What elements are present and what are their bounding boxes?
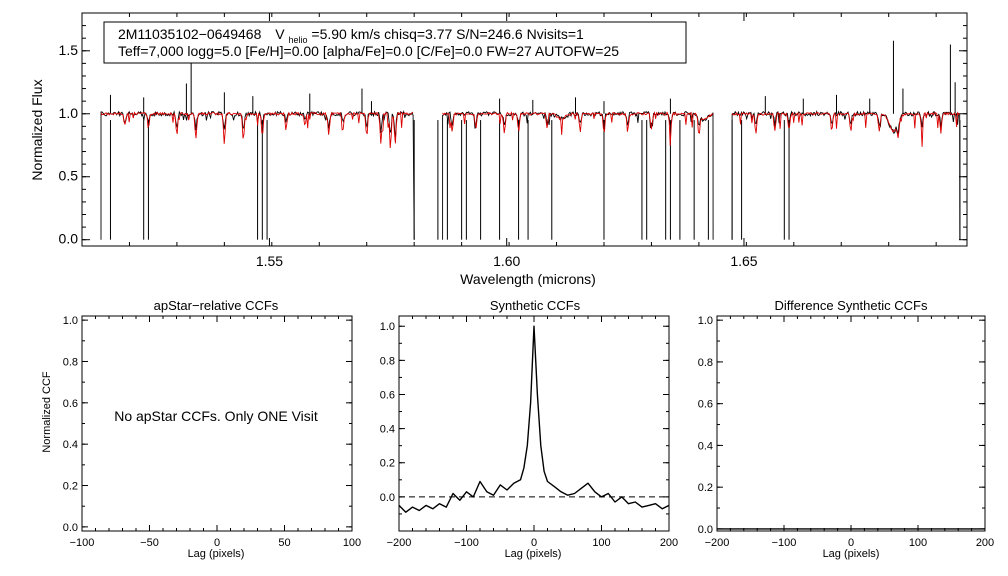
y-tick-label: 1.0: [698, 315, 713, 327]
x-tick-label: 100: [343, 537, 361, 549]
y-tick-label: 0.2: [698, 482, 713, 494]
y-tick-label: 0.6: [380, 389, 395, 401]
synthetic-ccf-xlabel: Lag (pixels): [505, 548, 562, 560]
apstar-ccf-title: apStar−relative CCFs: [154, 298, 279, 313]
y-tick-label: 0.0: [380, 492, 395, 504]
spectrum-ylabel: Normalized Flux: [29, 79, 45, 180]
x-tick-label: −200: [705, 537, 730, 549]
y-tick-label: 0.5: [59, 168, 79, 184]
x-tick-label: 1.60: [493, 253, 520, 269]
y-tick-label: 1.0: [59, 105, 79, 121]
spectrum-panel: 1.55 1.60 1.65 0.0 0.5 1.0 1.5 2M11035102−0649…: [29, 12, 968, 287]
x-tick-label: −100: [70, 537, 95, 549]
model-spectrum: [100, 110, 960, 149]
y-tick-label: 0.4: [380, 424, 395, 436]
y-tick-label: 0.8: [698, 357, 713, 369]
apstar-ccf-frame: [81, 315, 353, 532]
model-spectrum-segment: [731, 111, 960, 147]
difference-ccf-ticks: −200 −100 0 100 200 0.0 0.2 0.4 0.6 0.8 1.0: [698, 315, 994, 549]
synthetic-ccf-frame: [398, 315, 670, 532]
x-tick-label: 0: [531, 537, 537, 549]
x-tick-label: 1.65: [730, 253, 757, 269]
y-tick-label: 0.2: [380, 458, 395, 470]
x-tick-label: 200: [976, 537, 994, 549]
x-tick-label: 50: [278, 537, 290, 549]
x-tick-label: −200: [387, 537, 412, 549]
info-box: [103, 21, 687, 64]
synthetic-ccf-panel: Synthetic CCFs −200 −100 0 100 200 0.0 0.2 0.4 0…: [380, 298, 678, 560]
y-tick-label: 0.6: [698, 399, 713, 411]
y-tick-label: 0.0: [63, 522, 78, 534]
spectrum-plot-frame: [81, 12, 968, 247]
info-line-2: Teff=7,000 logg=5.0 [Fe/H]=0.00 [alpha/F…: [118, 43, 619, 59]
x-tick-label: 200: [660, 537, 678, 549]
difference-ccf-frame: [716, 315, 986, 532]
info-line-1: 2M11035102−0649468 V helio =5.90 km/s ch…: [118, 26, 584, 46]
difference-ccf-panel: Difference Synthetic CCFs −200 −100 0 100 20…: [698, 298, 994, 560]
apstar-ccf-panel: apStar−relative CCFs −100 −50 0 50 100 0.0 0.2…: [41, 298, 361, 560]
y-tick-label: 0.6: [63, 398, 78, 410]
x-tick-label: 0: [214, 537, 220, 549]
star-id: 2M11035102−0649468: [118, 26, 262, 42]
apstar-no-ccf-message: No apStar CCFs. Only ONE Visit: [114, 408, 318, 424]
x-tick-label: −100: [454, 537, 479, 549]
synthetic-ccf-ticks: −200 −100 0 100 200 0.0 0.2 0.4 0.6 0.8 1.0: [380, 316, 678, 549]
synthetic-ccf-title: Synthetic CCFs: [490, 298, 581, 313]
observed-spectrum-segment: [442, 110, 714, 240]
y-tick-label: 1.0: [63, 315, 78, 327]
spectrum-xlabel: Wavelength (microns): [460, 271, 596, 287]
velocity-stats: =5.90 km/s chisq=3.77 S/N=246.6 Nvisits=…: [311, 26, 584, 42]
velocity-subscript: helio: [289, 35, 308, 45]
y-tick-label: 0.0: [59, 231, 79, 247]
difference-ccf-title: Difference Synthetic CCFs: [775, 298, 928, 313]
apstar-ccf-xlabel: Lag (pixels): [188, 548, 245, 560]
y-tick-label: 1.0: [380, 321, 395, 333]
x-tick-label: −100: [772, 537, 797, 549]
y-tick-label: 1.5: [59, 42, 79, 58]
x-tick-label: 1.55: [256, 253, 283, 269]
observed-spectrum: [100, 40, 961, 240]
y-tick-label: 0.8: [380, 355, 395, 367]
model-spectrum-segment: [442, 110, 714, 146]
difference-ccf-xlabel: Lag (pixels): [823, 548, 880, 560]
velocity-symbol: V: [275, 26, 285, 42]
y-tick-label: 0.4: [63, 439, 78, 451]
observed-spectrum-segment: [731, 110, 961, 240]
x-tick-label: −50: [140, 537, 159, 549]
y-tick-label: 0.2: [63, 481, 78, 493]
apstar-ccf-ticks: −100 −50 0 50 100 0.0 0.2 0.4 0.6 0.8 1.0: [63, 315, 361, 549]
y-tick-label: 0.0: [698, 524, 713, 536]
x-tick-label: 0: [848, 537, 854, 549]
apstar-ccf-ylabel: Normalized CCF: [41, 371, 53, 453]
synthetic-ccf-curve: [398, 325, 670, 513]
y-tick-label: 0.8: [63, 356, 78, 368]
synthetic-ccf-curves: [398, 325, 670, 513]
y-tick-label: 0.4: [698, 440, 713, 452]
x-tick-label: 100: [592, 537, 610, 549]
model-spectrum-segment: [100, 110, 414, 149]
x-tick-label: 100: [909, 537, 927, 549]
